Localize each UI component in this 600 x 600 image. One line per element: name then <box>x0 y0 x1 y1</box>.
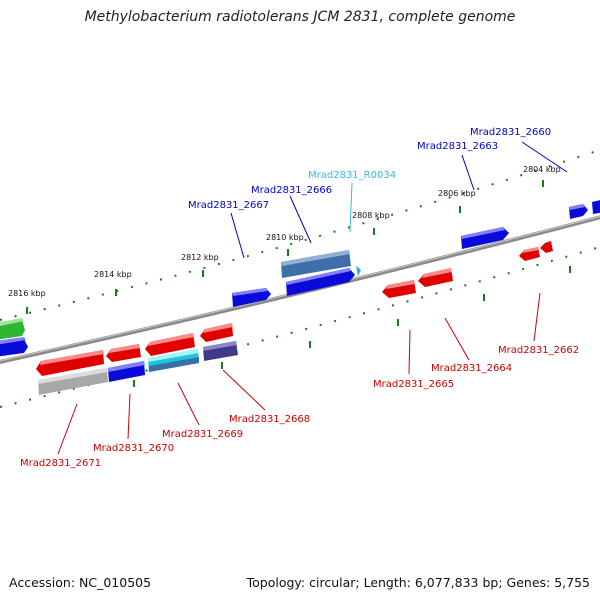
gene-label-2660[interactable]: Mrad2831_2660 <box>470 127 551 138</box>
gene-label-2662[interactable]: Mrad2831_2662 <box>498 345 579 356</box>
major-ticks-forward <box>26 180 544 314</box>
gene-arrow[interactable] <box>461 227 509 249</box>
kbp-label-2804: 2804 kbp <box>523 165 561 174</box>
rna-gene-arrow[interactable] <box>356 266 361 276</box>
kbp-label-2808: 2808 kbp <box>352 211 390 220</box>
kbp-label-2810: 2810 kbp <box>266 233 304 242</box>
reverse-leader-lines <box>57 292 541 455</box>
gene-arrow[interactable] <box>0 320 25 340</box>
gene-label-2670[interactable]: Mrad2831_2670 <box>93 443 174 454</box>
gene-label-2671[interactable]: Mrad2831_2671 <box>20 458 101 469</box>
major-ticks-reverse <box>133 266 571 387</box>
map-title: Methylobacterium radiotolerans JCM 2831,… <box>84 9 516 25</box>
gene-label-2664[interactable]: Mrad2831_2664 <box>431 363 512 374</box>
kbp-label-2814: 2814 kbp <box>94 270 132 279</box>
kbp-label-2806: 2806 kbp <box>438 189 476 198</box>
gene-label-2669[interactable]: Mrad2831_2669 <box>162 429 243 440</box>
gene-arrow[interactable] <box>281 250 351 278</box>
accession-text: Accession: NC_010505 <box>9 575 152 590</box>
gene-arrow[interactable] <box>592 199 600 214</box>
gene-label-2665[interactable]: Mrad2831_2665 <box>373 379 454 390</box>
gene-arrow[interactable] <box>540 241 553 253</box>
gene-arrow[interactable] <box>0 339 28 357</box>
kbp-label-2812: 2812 kbp <box>181 253 219 262</box>
gene-label-R0034[interactable]: Mrad2831_R0034 <box>308 170 396 181</box>
forward-strand-genes <box>0 199 600 357</box>
gene-arrow[interactable] <box>286 268 355 296</box>
gene-label-2663[interactable]: Mrad2831_2663 <box>417 141 498 152</box>
gene-label-2667[interactable]: Mrad2831_2667 <box>188 200 269 211</box>
kbp-label-2816: 2816 kbp <box>8 289 46 298</box>
forward-leader-lines <box>230 141 568 259</box>
genome-summary-text: Topology: circular; Length: 6,077,833 bp… <box>246 575 590 590</box>
gene-label-2666[interactable]: Mrad2831_2666 <box>251 185 332 196</box>
gene-label-2668[interactable]: Mrad2831_2668 <box>229 414 310 425</box>
reverse-strand-genes <box>36 241 553 395</box>
